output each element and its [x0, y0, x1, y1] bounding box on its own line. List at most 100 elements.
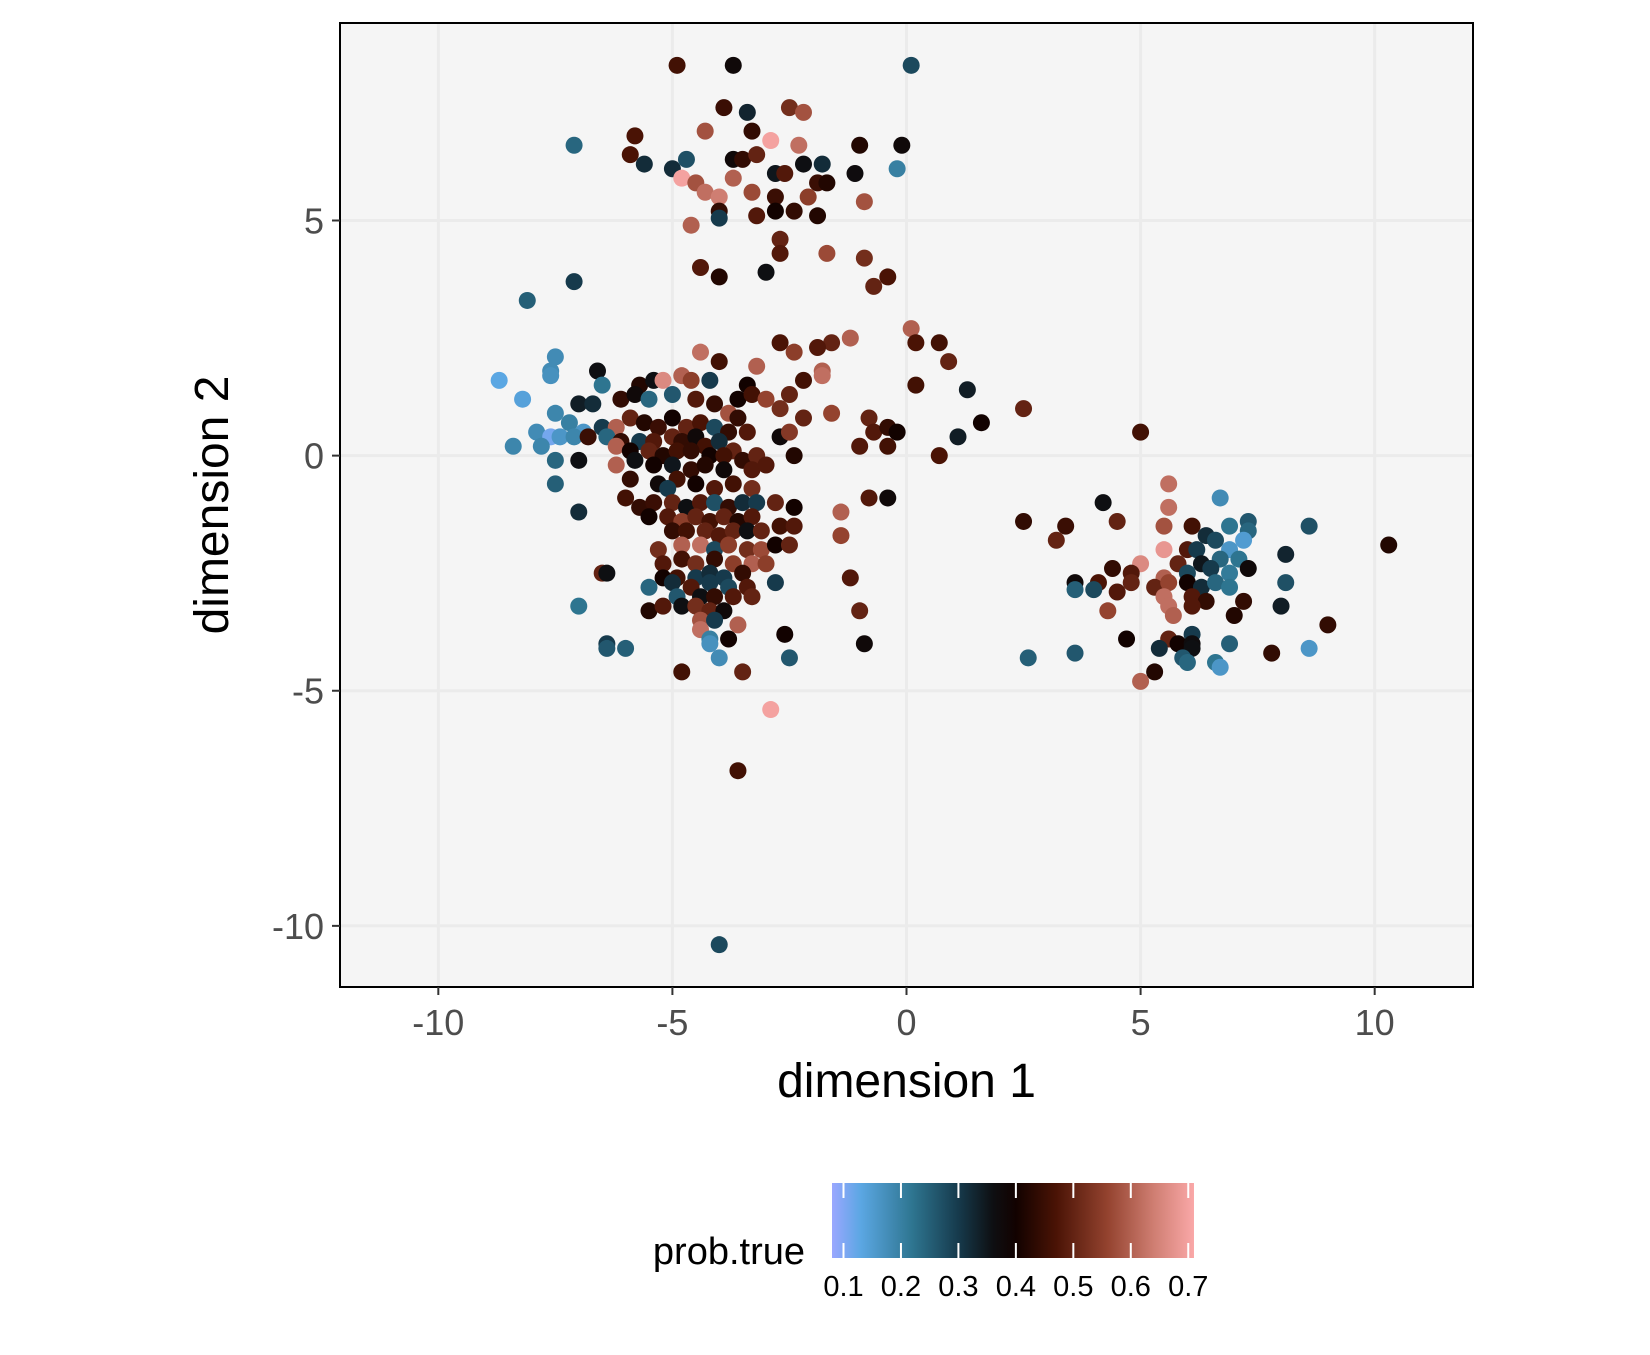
data-point: [645, 456, 663, 474]
data-point: [972, 414, 990, 432]
data-point: [729, 409, 747, 427]
data-point: [832, 527, 850, 545]
data-point: [640, 602, 658, 620]
data-point: [682, 461, 700, 479]
data-point: [518, 291, 536, 309]
data-point: [743, 588, 761, 606]
data-point: [771, 400, 789, 418]
data-point: [687, 475, 705, 493]
data-point: [663, 456, 681, 474]
data-point: [743, 183, 761, 201]
legend-tick-label: 0.2: [881, 1271, 921, 1303]
data-point: [949, 428, 967, 446]
data-point: [682, 371, 700, 389]
data-point: [701, 574, 719, 592]
y-axis: -10 -5 0 5: [272, 201, 340, 947]
data-point: [584, 395, 602, 413]
data-point: [673, 550, 691, 568]
data-point: [532, 437, 550, 455]
data-point: [940, 353, 958, 371]
data-point: [589, 362, 606, 380]
data-point: [659, 480, 677, 498]
data-point: [701, 635, 719, 653]
x-axis-title: dimension 1: [777, 1055, 1036, 1108]
legend-title: prob.true: [653, 1231, 805, 1273]
data-point: [841, 329, 859, 347]
data-point: [865, 423, 883, 441]
data-point: [663, 385, 681, 403]
data-point: [1155, 541, 1173, 559]
data-point: [1277, 545, 1295, 563]
data-point: [668, 442, 686, 460]
x-tick-label: 10: [1355, 1002, 1395, 1043]
data-point: [1164, 607, 1182, 625]
data-point: [635, 155, 653, 173]
data-point: [617, 639, 635, 657]
data-point: [1202, 559, 1220, 577]
data-point: [621, 409, 639, 427]
data-point: [710, 209, 728, 227]
data-point: [682, 216, 700, 234]
data-point: [692, 536, 709, 554]
data-point: [743, 385, 761, 403]
data-point: [893, 136, 911, 154]
data-point: [1169, 635, 1187, 653]
data-point: [1108, 583, 1126, 601]
data-point: [607, 456, 625, 474]
data-point: [1211, 489, 1229, 507]
data-point: [677, 522, 695, 540]
data-point: [706, 588, 724, 606]
data-point: [645, 494, 663, 512]
data-point: [1239, 559, 1257, 577]
data-point: [734, 150, 752, 168]
data-point: [851, 437, 869, 455]
data-point: [706, 395, 724, 413]
data-point: [720, 536, 738, 554]
data-point: [696, 456, 714, 474]
data-point: [696, 122, 714, 140]
data-point: [546, 404, 564, 422]
data-point: [565, 273, 583, 291]
data-point: [1150, 639, 1168, 657]
data-point: [795, 155, 812, 173]
data-point: [780, 649, 798, 667]
data-point: [546, 348, 564, 366]
data-point: [813, 155, 831, 173]
data-point: [762, 701, 780, 719]
data-point: [785, 517, 803, 535]
data-point: [776, 164, 794, 182]
data-point: [710, 649, 728, 667]
data-point: [706, 480, 724, 498]
data-point: [1122, 574, 1140, 592]
data-point: [757, 263, 775, 281]
data-point: [673, 169, 691, 187]
data-point: [1221, 635, 1239, 653]
data-point: [1207, 574, 1224, 592]
data-point: [715, 461, 733, 479]
data-point: [860, 409, 878, 427]
data-point: [766, 574, 784, 592]
y-tick-label: 0: [304, 436, 324, 477]
data-point: [542, 367, 560, 385]
data-point: [640, 442, 658, 460]
data-point: [692, 414, 709, 432]
data-point: [724, 588, 742, 606]
data-point: [757, 390, 775, 408]
data-point: [748, 494, 766, 512]
data-point: [579, 428, 597, 446]
data-point: [710, 936, 728, 954]
data-point: [958, 381, 976, 399]
data-point: [734, 663, 752, 681]
legend-tick-label: 0.6: [1111, 1271, 1151, 1303]
data-point: [673, 536, 691, 554]
data-point: [1099, 602, 1117, 620]
data-point: [1207, 531, 1224, 549]
data-point: [692, 494, 709, 512]
data-point: [621, 146, 639, 164]
data-point: [546, 475, 564, 493]
data-point: [771, 517, 789, 535]
data-point: [1188, 541, 1206, 559]
data-point: [771, 334, 789, 352]
data-point: [692, 259, 709, 277]
data-point: [757, 456, 775, 474]
